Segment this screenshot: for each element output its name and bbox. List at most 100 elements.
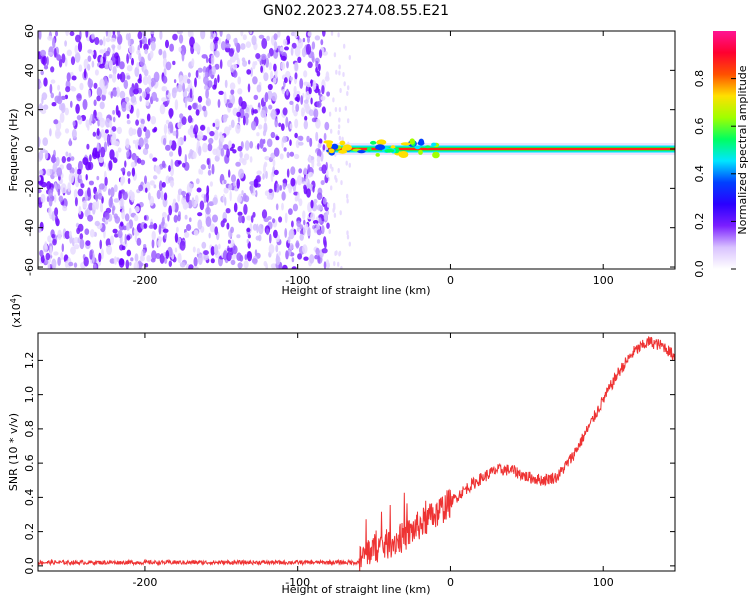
spectrogram-cell <box>149 153 153 159</box>
spectrogram-cell <box>229 94 233 100</box>
spectrogram-cell <box>236 195 242 203</box>
spectrogram-cell <box>99 201 104 213</box>
spectrogram-cell <box>288 243 294 250</box>
spectrogram-cell <box>272 77 277 84</box>
spectrogram-cell <box>312 80 317 91</box>
spectrogram-cell <box>271 92 278 102</box>
spectrogram-cell <box>273 229 278 239</box>
spectrogram-cell <box>214 118 220 128</box>
spectrogram-cell <box>257 143 260 150</box>
x-tick-label: 0 <box>447 274 454 287</box>
spectrogram-cell <box>265 57 269 68</box>
spectrogram-cell <box>298 168 303 174</box>
spectrogram-cell <box>100 56 104 64</box>
spectrogram-cell <box>199 200 205 211</box>
spectrogram-cell <box>61 243 64 252</box>
spectrogram-cell <box>161 216 165 227</box>
spectrogram-cell <box>197 67 203 73</box>
spectrogram-cell <box>259 138 264 149</box>
spectrogram-cell <box>235 161 241 167</box>
spectrogram-cell <box>182 82 186 93</box>
spectrogram-cell <box>128 127 134 137</box>
spectrogram-cell <box>51 102 57 107</box>
spectrogram-cell <box>338 70 341 76</box>
spectrogram-cell <box>315 131 319 142</box>
spectrogram-cell <box>144 48 149 55</box>
spectrogram-cell <box>333 212 337 218</box>
spectrogram-cell <box>278 216 283 223</box>
spectrogram-cell <box>96 111 103 120</box>
signal-blob <box>425 145 431 149</box>
spectrogram-cell <box>53 119 59 125</box>
spectrogram-cell <box>130 257 134 262</box>
spectrogram-cell <box>136 108 140 119</box>
spectrogram-cell <box>154 165 161 174</box>
spectrogram-cell <box>294 118 299 129</box>
spectrogram-cell <box>172 33 178 41</box>
spectrogram-cell <box>205 98 211 107</box>
spectrogram-cell <box>274 69 278 79</box>
spectrogram-cell <box>272 166 276 177</box>
spectrogram-cell <box>40 49 46 57</box>
spectrogram-cell <box>308 171 314 178</box>
spectrogram-cell <box>273 169 279 176</box>
spectrogram-cell <box>308 154 312 163</box>
spectrogram-cell <box>284 228 288 238</box>
colorbar-ticks: 0.0 0.2 0.4 0.6 0.8 <box>693 70 736 278</box>
spectrogram-cell <box>50 66 55 73</box>
spectrogram-cell <box>99 239 102 250</box>
spectrogram-cell <box>121 101 127 113</box>
spectrogram-cell <box>64 40 67 47</box>
spectrogram-cell <box>258 234 262 242</box>
spectrogram-cell <box>153 184 157 189</box>
spectrogram-cell <box>307 61 313 69</box>
spectrogram-cell <box>265 263 268 269</box>
spectrogram-cell <box>257 124 263 130</box>
spectrogram-cell <box>274 118 279 128</box>
spectrogram-cell <box>205 56 209 64</box>
spectrogram-cell <box>279 153 284 160</box>
spectrogram-cell <box>44 259 49 265</box>
spectrogram-cell <box>181 116 187 125</box>
spectrogram-cell <box>96 128 100 136</box>
spectrogram-cell <box>243 153 250 161</box>
spectrogram-cell <box>251 258 258 264</box>
spectrogram-cell <box>337 130 340 135</box>
spectrogram-cell <box>314 254 319 260</box>
spectrogram-cell <box>196 187 202 193</box>
spectrogram-cell <box>287 236 291 244</box>
spectrogram-cell <box>111 73 117 83</box>
spectrogram-cell <box>262 147 267 153</box>
spectrogram-cell <box>98 63 105 69</box>
spectrogram-cell <box>187 31 192 38</box>
spectrogram-cell <box>120 176 126 184</box>
spectrogram-y-ticks: 60 40 20 0 -20 -40 -60 <box>23 24 675 276</box>
spectrogram-cell <box>77 41 83 53</box>
spectrogram-cell <box>64 230 71 240</box>
spectrogram-cell <box>100 146 106 158</box>
spectrogram-cell <box>87 122 90 131</box>
spectrogram-cell <box>220 41 226 51</box>
spectrogram-cell <box>338 64 341 70</box>
spectrogram-cell <box>57 229 62 240</box>
spectrogram-cell <box>322 197 327 205</box>
signal-blob <box>323 140 334 144</box>
spectrogram-cell <box>288 229 295 240</box>
spectrogram-cell <box>162 228 169 233</box>
spectrogram-cell <box>286 151 290 159</box>
spectrogram-cell <box>303 184 307 190</box>
spectrogram-cell <box>235 123 241 134</box>
spectrogram-cell <box>177 83 183 93</box>
spectrogram-cell <box>64 107 70 116</box>
spectrogram-cell <box>281 89 286 95</box>
spectrogram-cell <box>293 85 297 94</box>
spectrogram-cell <box>273 63 277 72</box>
spectrogram-signal-line <box>323 138 675 159</box>
spectrogram-cell <box>193 256 198 267</box>
spectrogram-cell <box>182 162 186 168</box>
spectrogram-cell <box>334 175 337 180</box>
spectrogram-cell <box>164 232 168 239</box>
spectrogram-cell <box>339 88 342 93</box>
y-tick-label: 0.2 <box>23 523 36 541</box>
spectrogram-cell <box>246 239 249 244</box>
